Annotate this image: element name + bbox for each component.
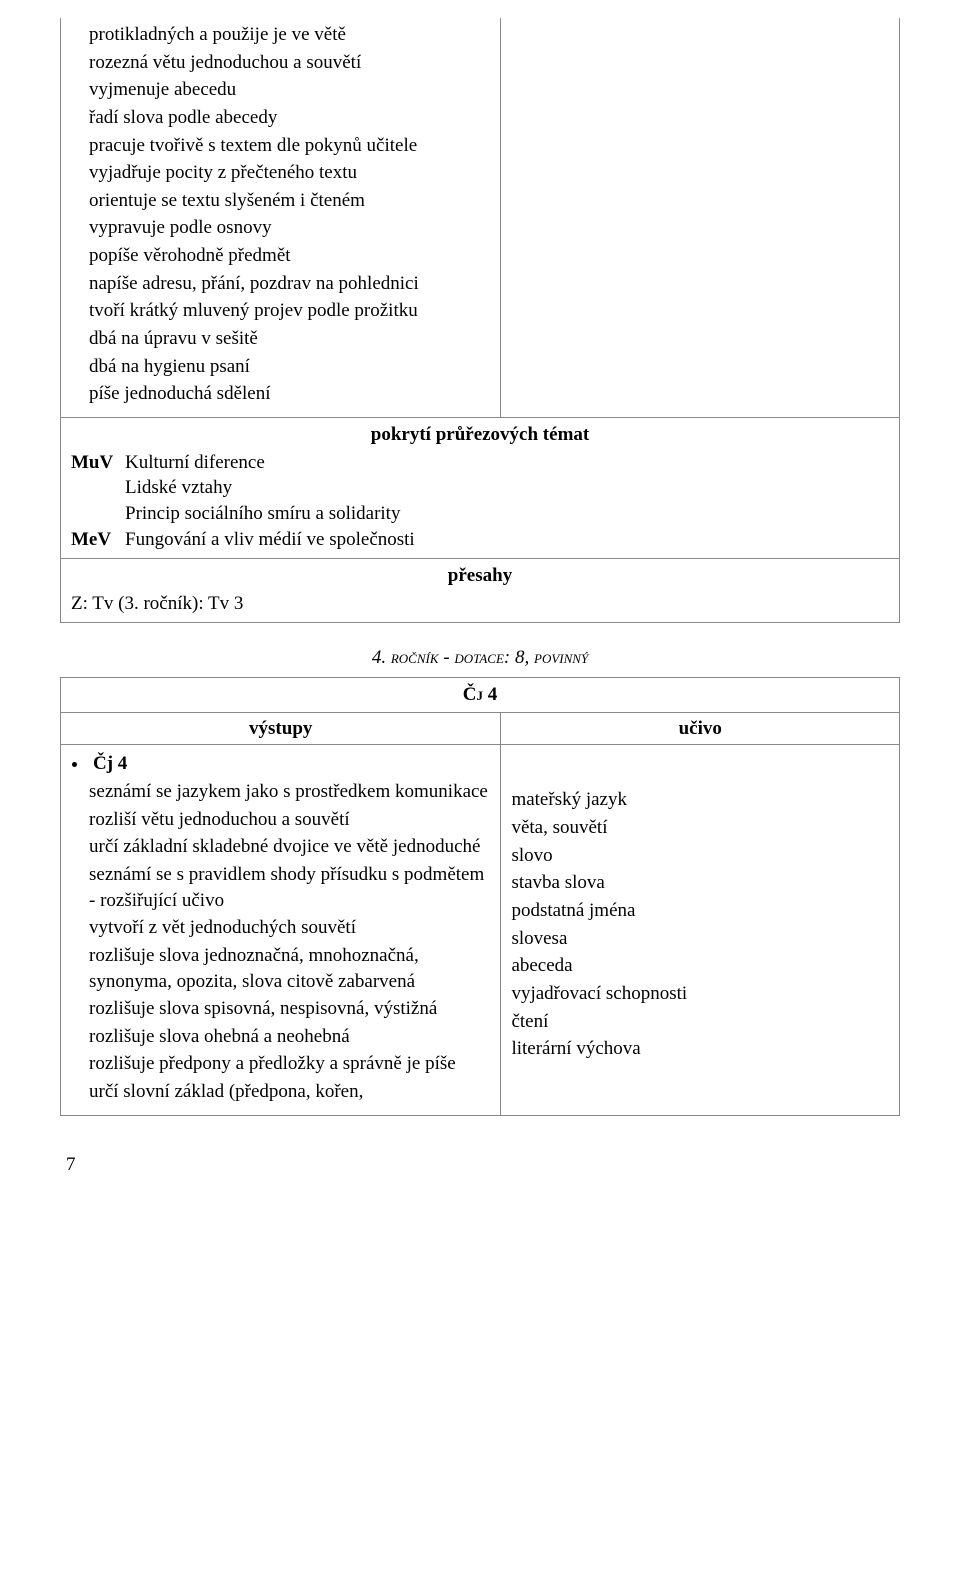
- outputs-bullet-label: Čj 4: [93, 753, 127, 774]
- top-line: dbá na hygienu psaní: [89, 354, 492, 380]
- learning-line: vyjadřovací schopnosti: [511, 981, 891, 1007]
- top-line: vyjadřuje pocity z přečteného textu: [89, 160, 492, 186]
- overlaps-title: přesahy: [71, 563, 889, 589]
- top-line: řadí slova podle abecedy: [89, 105, 492, 131]
- top-line: pracuje tvořivě s textem dle pokynů učit…: [89, 133, 492, 159]
- top-line: napíše adresu, přání, pozdrav na pohledn…: [89, 271, 492, 297]
- learning-line: stavba slova: [511, 870, 891, 896]
- curriculum-block-grade4: Čj 4 výstupy učivo Čj 4 seznámí se jazyk…: [60, 677, 900, 1116]
- theme-items: Fungování a vliv médií ve společnosti: [125, 527, 415, 553]
- output-line: rozliší větu jednoduchou a souvětí: [89, 807, 492, 833]
- top-line: rozezná větu jednoduchou a souvětí: [89, 50, 492, 76]
- learning-line: mateřský jazyk: [511, 787, 891, 813]
- output-line: seznámí se jazykem jako s prostředkem ko…: [89, 779, 492, 805]
- top-line: vyjmenuje abecedu: [89, 77, 492, 103]
- overlaps-band: přesahy Z: Tv (3. ročník): Tv 3: [61, 558, 899, 622]
- theme-code: MeV: [71, 527, 125, 553]
- theme-item: Fungování a vliv médií ve společnosti: [125, 527, 415, 553]
- theme-row: MuVKulturní diferenceLidské vztahyPrinci…: [71, 450, 889, 527]
- output-line: seznámí se s pravidlem shody přísudku s …: [89, 862, 492, 913]
- output-line: vytvoří z vět jednoduchých souvětí: [89, 915, 492, 941]
- output-line: rozlišuje slova jednoznačná, mnohoznačná…: [89, 943, 492, 994]
- outputs-cell: Čj 4 seznámí se jazykem jako s prostředk…: [61, 745, 501, 1115]
- col-header-outputs: výstupy: [61, 713, 501, 745]
- theme-items: Kulturní diferenceLidské vztahyPrincip s…: [125, 450, 400, 527]
- overlaps-content: Z: Tv (3. ročník): Tv 3: [71, 591, 889, 617]
- learning-line: slovesa: [511, 926, 891, 952]
- output-line: určí základní skladebné dvojice ve větě …: [89, 834, 492, 860]
- top-line: dbá na úpravu v sešitě: [89, 326, 492, 352]
- output-line: rozlišuje slova ohebná a neohebná: [89, 1024, 492, 1050]
- grade-heading: 4. ročník - dotace: 8, povinný: [60, 645, 900, 671]
- theme-row: MeVFungování a vliv médií ve společnosti: [71, 527, 889, 553]
- top-line: tvoří krátký mluvený projev podle prožit…: [89, 298, 492, 324]
- top-line: vypravuje podle osnovy: [89, 215, 492, 241]
- theme-item: Kulturní diference: [125, 450, 400, 476]
- theme-item: Princip sociálního smíru a solidarity: [125, 501, 400, 527]
- col-header-learning: učivo: [501, 713, 899, 745]
- top-line: orientuje se textu slyšeném i čteném: [89, 188, 492, 214]
- learning-line: literární výchova: [511, 1036, 891, 1062]
- output-line: určí slovní základ (předpona, kořen,: [89, 1079, 492, 1105]
- output-line: rozlišuje předpony a předložky a správně…: [89, 1051, 492, 1077]
- curriculum-block-top: protikladných a použije je ve větěrozezn…: [60, 18, 900, 623]
- theme-code: MuV: [71, 450, 125, 527]
- subject-label: Čj 4: [61, 678, 899, 713]
- top-left-cell: protikladných a použije je ve větěrozezn…: [61, 18, 501, 417]
- cross-themes-band: pokrytí průřezových témat MuVKulturní di…: [61, 417, 899, 558]
- learning-line: čtení: [511, 1009, 891, 1035]
- top-right-cell: [501, 18, 899, 417]
- theme-item: Lidské vztahy: [125, 475, 400, 501]
- learning-line: podstatná jména: [511, 898, 891, 924]
- top-line: popíše věrohodně předmět: [89, 243, 492, 269]
- grade4-table: výstupy učivo Čj 4 seznámí se jazykem ja…: [61, 713, 899, 1115]
- output-line: rozlišuje slova spisovná, nespisovná, vý…: [89, 996, 492, 1022]
- top-two-col: protikladných a použije je ve větěrozezn…: [61, 18, 899, 417]
- learning-line: věta, souvětí: [511, 815, 891, 841]
- top-line: píše jednoduchá sdělení: [89, 381, 492, 407]
- page-number: 7: [60, 1152, 900, 1178]
- cross-themes-title: pokrytí průřezových témat: [71, 422, 889, 448]
- top-line: protikladných a použije je ve větě: [89, 22, 492, 48]
- learning-line: abeceda: [511, 953, 891, 979]
- learning-line: slovo: [511, 843, 891, 869]
- learning-cell: mateřský jazykvěta, souvětíslovostavba s…: [501, 745, 899, 1115]
